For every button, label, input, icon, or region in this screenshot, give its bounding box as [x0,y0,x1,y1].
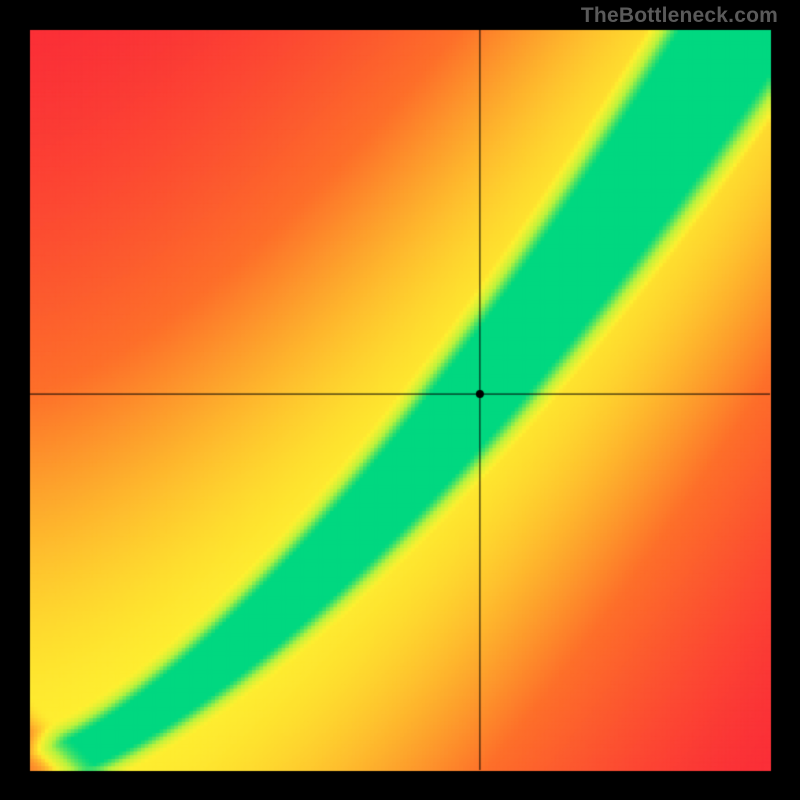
chart-container: TheBottleneck.com [0,0,800,800]
watermark-text: TheBottleneck.com [581,4,778,28]
heatmap-canvas [0,0,800,800]
